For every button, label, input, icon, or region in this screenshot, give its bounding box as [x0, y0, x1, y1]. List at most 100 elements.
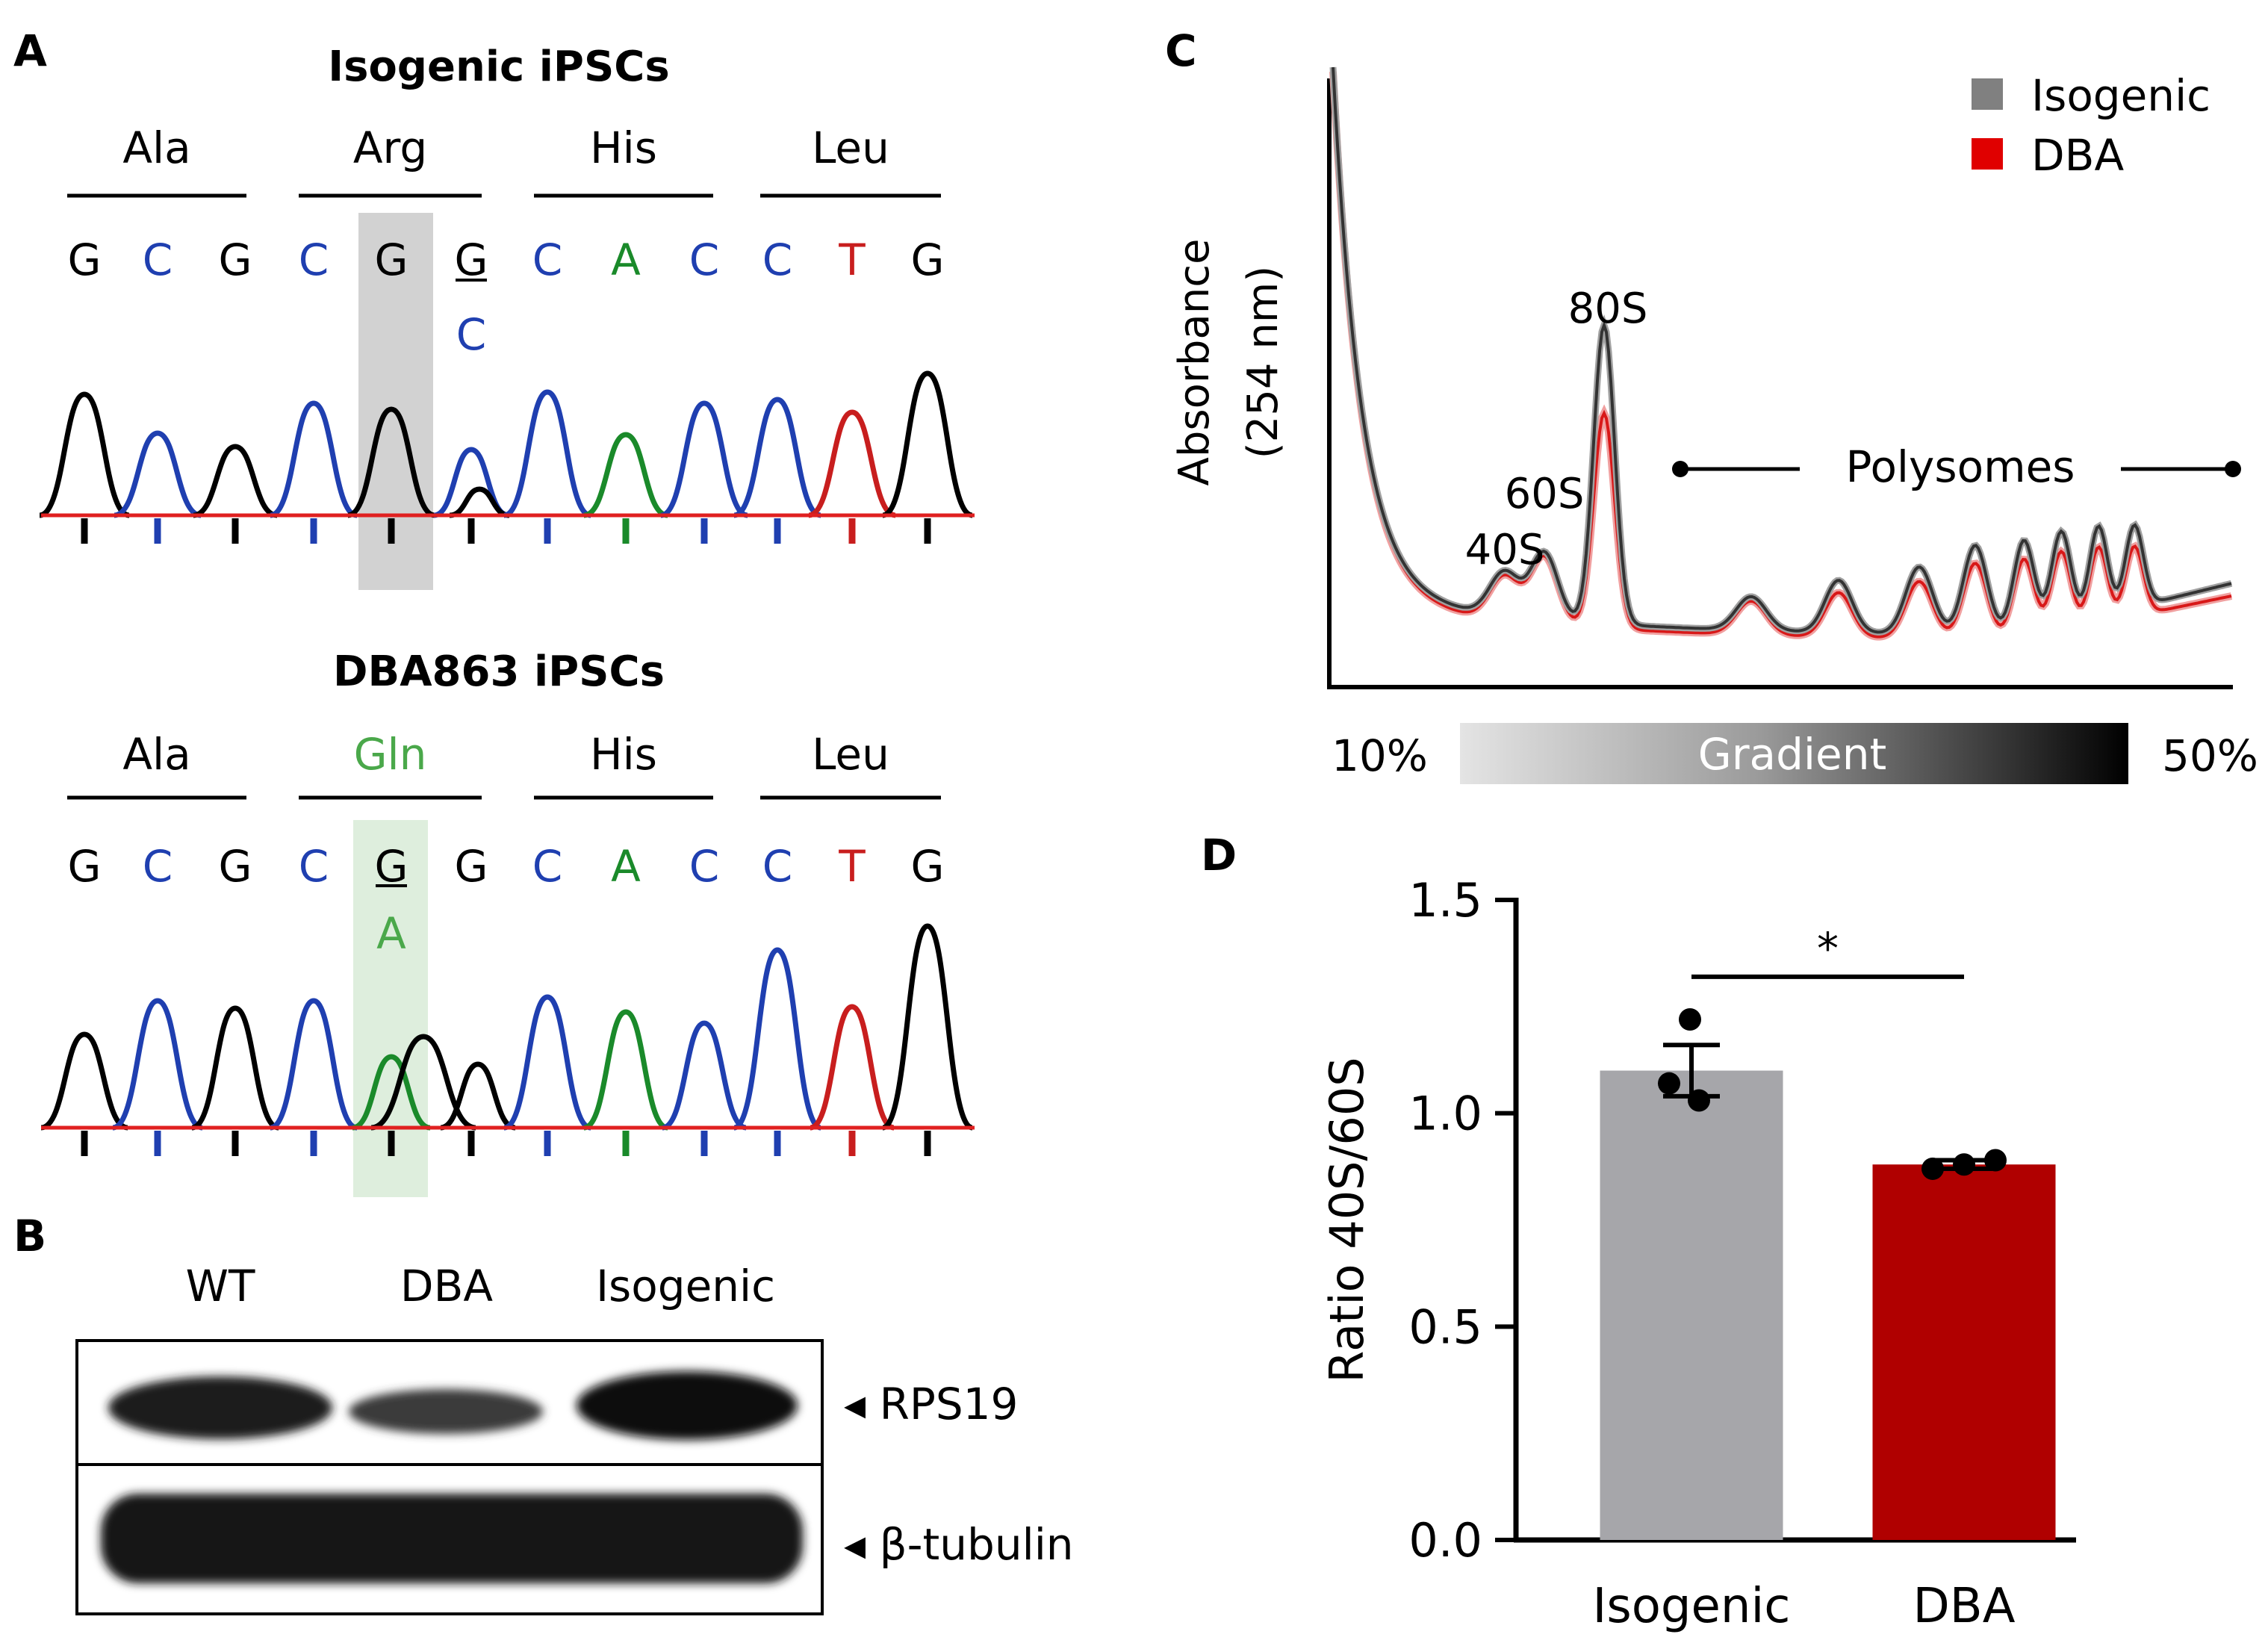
chromatogram-peak [503, 389, 592, 518]
profile-isogenic-line [1332, 66, 2232, 634]
chromatogram-peak [661, 1020, 748, 1131]
polysome-bracket-end [2225, 461, 2241, 477]
bot-base: T [838, 841, 866, 892]
panel-c-letter: C [1165, 25, 1197, 76]
lane-label-wt: WT [186, 1261, 255, 1311]
top-chromatogram [38, 370, 975, 544]
chromatogram-peak [660, 400, 748, 518]
bot-base: A [611, 841, 641, 892]
bot-base: G [219, 841, 252, 892]
lane-label-dba: DBA [400, 1261, 493, 1311]
chromatogram-peak [352, 1054, 431, 1131]
chart-y-label: Ratio 40S/60S [1320, 1057, 1374, 1382]
peak-label-60s: 60S [1505, 470, 1585, 518]
bottom-chromatogram [40, 923, 975, 1156]
bar-isogenic [1600, 1070, 1783, 1540]
top-alt-base: C [456, 309, 487, 360]
top-base: G [375, 235, 408, 285]
x-tick-label-isogenic: Isogenic [1593, 1579, 1791, 1634]
chromatogram-peak [881, 370, 974, 518]
peak-label-40s: 40S [1465, 526, 1545, 574]
significance-star: * [1817, 923, 1839, 974]
chart-y-tick-label: 1.5 [1408, 873, 1482, 928]
chromatogram-peak [40, 1031, 128, 1131]
chart-y-tick-label: 0.0 [1408, 1513, 1482, 1568]
chromatogram-peak [347, 406, 435, 518]
chromatogram-peak [809, 1004, 895, 1131]
bot-base: G [68, 841, 102, 892]
chromatogram-peak [449, 486, 510, 518]
chart-y-tick-label: 1.0 [1408, 1087, 1482, 1141]
legend-swatch-dba [1972, 138, 2003, 170]
chromatogram-peak [733, 947, 822, 1131]
data-point-dba [1921, 1157, 1944, 1180]
chromatogram-peak [190, 1005, 280, 1131]
bar-chart: 0.0 0.5 1.0 1.5 Ratio 40S/60S Isogenic DBA * [1320, 873, 2076, 1634]
data-point-isogenic [1679, 1007, 1701, 1031]
top-base: C [299, 235, 329, 285]
bot-base: C [689, 841, 720, 892]
gradient-bar [1460, 723, 2128, 784]
top-codon-label: His [590, 122, 657, 173]
top-base: C [762, 235, 793, 285]
chromatogram-peak [808, 409, 896, 518]
top-base: G [219, 235, 252, 285]
chromatogram-peak [733, 397, 822, 518]
bot-base: C [532, 841, 563, 892]
top-codon-label: Leu [812, 122, 889, 173]
panel-a-top-title: Isogenic iPSCs [328, 43, 669, 91]
data-point-isogenic [1658, 1072, 1680, 1095]
chromatogram-peak [114, 430, 202, 518]
data-point-isogenic [1688, 1089, 1710, 1112]
bar-dba [1872, 1164, 2056, 1540]
top-base: A [611, 235, 641, 285]
panel-c-ylabel-line1: Absorbance [1170, 239, 1219, 486]
top-codon-label: Arg [353, 122, 427, 173]
bot-codon-label: His [590, 729, 657, 780]
legend-swatch-isogenic [1972, 78, 2003, 110]
chromatogram-peak [269, 998, 358, 1131]
x-tick-label-dba: DBA [1913, 1579, 2016, 1634]
top-codon-label: Ala [122, 122, 190, 173]
legend-label-isogenic: Isogenic [2031, 70, 2210, 121]
chromatogram-peak [111, 998, 204, 1131]
chromatogram-peak [503, 994, 592, 1131]
legend-label-dba: DBA [2031, 130, 2124, 181]
panel-a-bottom-title: DBA863 iPSCs [333, 648, 665, 696]
polysomes-label: Polysomes [1846, 441, 2075, 492]
chromatogram-peak [193, 444, 278, 518]
rps19-label: ◂ RPS19 [844, 1379, 1018, 1429]
polysome-profile [1329, 66, 2233, 641]
data-point-dba [1984, 1149, 2007, 1172]
top-base: T [838, 235, 866, 285]
data-point-dba [1953, 1153, 1975, 1176]
bot-base: G [375, 841, 408, 892]
panel-a-letter: A [13, 25, 47, 76]
top-base: C [532, 235, 563, 285]
band-rps19-isogenic [577, 1371, 798, 1440]
bot-base: G [455, 841, 488, 892]
top-base: G [455, 235, 488, 285]
bot-codon-label: Gln [354, 729, 427, 780]
bot-base: C [143, 841, 173, 892]
gradient-low-label: 10% [1332, 730, 1428, 781]
bot-base: C [762, 841, 793, 892]
top-base: G [911, 235, 945, 285]
panel-c-ylabel-line2: (254 nm) [1239, 266, 1287, 459]
tubulin-label: ◂ β-tubulin [844, 1519, 1074, 1570]
peak-label-80s: 80S [1568, 285, 1648, 333]
band-rps19-wt [108, 1376, 332, 1439]
panel-d-letter: D [1201, 830, 1237, 881]
bot-base: G [911, 841, 945, 892]
chromatogram-peak [38, 391, 131, 518]
panel-b-letter: B [13, 1211, 46, 1261]
chromatogram-peak [583, 432, 668, 518]
chromatogram-peak [270, 400, 358, 518]
chromatogram-peak [881, 923, 974, 1131]
gradient-label: Gradient [1698, 729, 1886, 780]
top-base: C [689, 235, 720, 285]
chromatogram-peak [440, 1061, 516, 1131]
bot-codon-label: Leu [812, 729, 889, 780]
bot-codon-label: Ala [122, 729, 190, 780]
